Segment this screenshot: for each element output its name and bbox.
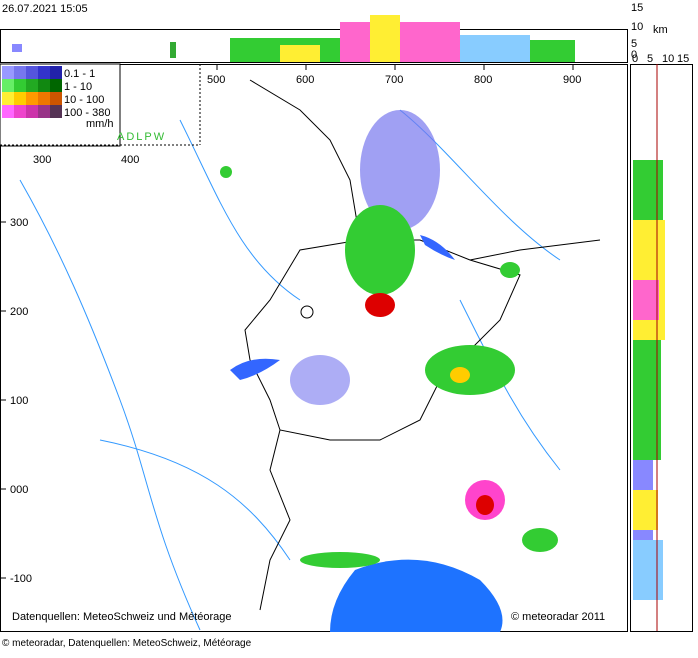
legend-swatch [2, 66, 14, 79]
timestamp: 26.07.2021 15:05 [2, 3, 88, 15]
legend-swatch [14, 105, 26, 118]
legend-swatch [2, 105, 14, 118]
legend-code: ADLPW [117, 131, 166, 143]
legend-swatch [2, 92, 14, 105]
copyright: © meteoradar 2011 [511, 611, 605, 623]
legend-unit: mm/h [86, 118, 114, 130]
legend-swatch [38, 92, 50, 105]
x-label: 900 [563, 74, 581, 86]
side-profile-echoes [633, 64, 665, 631]
height-label: 5 [631, 38, 637, 50]
inner-x-label: 300 [33, 154, 51, 166]
height-unit: km [653, 24, 668, 36]
x-label: 600 [296, 74, 314, 86]
profile-frame [0, 29, 628, 63]
y-label: 200 [10, 306, 28, 318]
precip [220, 110, 558, 568]
legend-swatch [26, 79, 38, 92]
x-label: 800 [474, 74, 492, 86]
width-label: 0 [632, 53, 638, 65]
legend-swatch [14, 66, 26, 79]
legend-swatch [2, 79, 14, 92]
width-label: 10 [662, 53, 674, 65]
legend-swatch [14, 92, 26, 105]
source-note: Datenquellen: MeteoSchweiz und Météorage [12, 611, 232, 623]
legend-swatch [14, 79, 26, 92]
y-label: 300 [10, 217, 28, 229]
legend-swatch [26, 66, 38, 79]
width-label: 15 [677, 53, 689, 65]
footer: © meteoradar, Datenquellen: MeteoSchweiz… [2, 638, 252, 649]
x-label: 500 [207, 74, 225, 86]
radar-site [300, 305, 314, 319]
legend-swatch [50, 105, 62, 118]
legend-swatch [38, 105, 50, 118]
y-label: -100 [10, 573, 32, 585]
legend-label: 0.1 - 1 [64, 68, 95, 80]
x-label: 700 [385, 74, 403, 86]
legend-swatch [50, 92, 62, 105]
height-label: 0 [631, 49, 637, 61]
legend-label: 100 - 380 [64, 107, 110, 119]
legend-swatch [26, 92, 38, 105]
height-label: 10 [631, 21, 643, 33]
legend-swatch [38, 79, 50, 92]
legend-swatch [50, 79, 62, 92]
lakes [230, 235, 503, 632]
legend-swatch [50, 66, 62, 79]
inner-x-label: 400 [121, 154, 139, 166]
y-label: 000 [10, 484, 28, 496]
legend-swatch [38, 66, 50, 79]
side-profile-frame [630, 64, 693, 632]
profile-echoes [12, 15, 575, 62]
legend-swatch [26, 105, 38, 118]
height-label: 15 [631, 2, 643, 14]
rivers [19, 109, 561, 631]
legend-label: 10 - 100 [64, 94, 104, 106]
width-label: 5 [647, 53, 653, 65]
legend [0, 63, 121, 147]
y-label: 100 [10, 395, 28, 407]
legend-label: 1 - 10 [64, 81, 92, 93]
